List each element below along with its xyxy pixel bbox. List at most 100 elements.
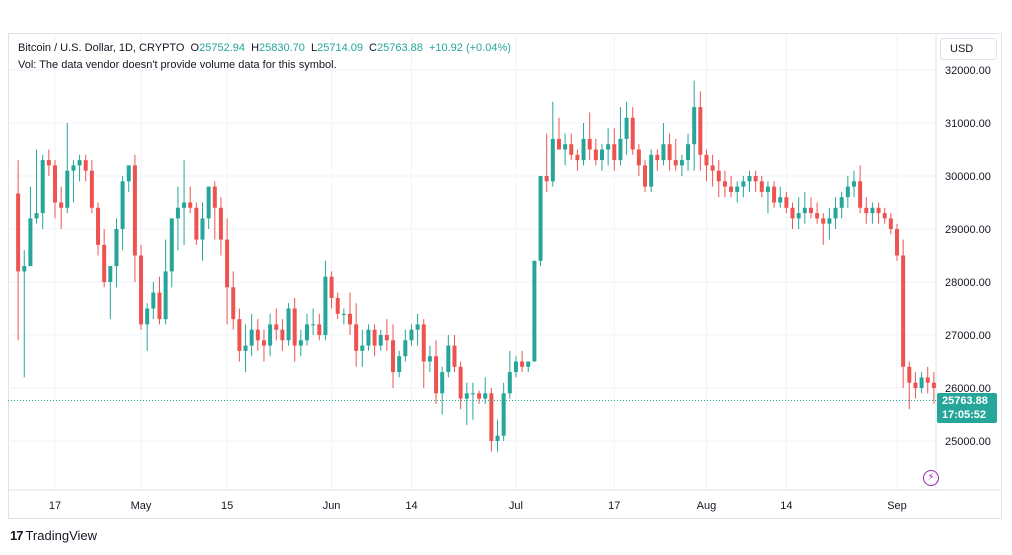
candle-body xyxy=(636,149,641,166)
lightning-icon[interactable]: ⚡ xyxy=(923,470,939,486)
candle-body xyxy=(802,207,807,214)
tradingview-brand[interactable]: 17 TradingView xyxy=(10,528,97,543)
candle-body xyxy=(827,218,832,224)
candle-body xyxy=(667,144,672,161)
candle xyxy=(895,223,899,261)
candle xyxy=(335,292,340,320)
candle xyxy=(772,181,777,208)
candle-body xyxy=(925,377,930,383)
candle xyxy=(71,160,76,203)
candle xyxy=(397,350,402,378)
candle-body xyxy=(649,154,654,187)
candle-body xyxy=(77,160,82,166)
candle xyxy=(679,154,684,176)
candle xyxy=(372,324,377,357)
low-value: 25714.09 xyxy=(317,42,363,54)
candle xyxy=(261,329,266,362)
candle xyxy=(925,366,930,394)
candle xyxy=(427,345,432,373)
candle xyxy=(864,197,869,224)
candle xyxy=(587,112,592,161)
symbol-title[interactable]: Bitcoin / U.S. Dollar, 1D, CRYPTO xyxy=(18,42,185,54)
candle-body xyxy=(329,276,334,298)
candle xyxy=(538,176,543,267)
tradingview-logo-icon: 17 xyxy=(10,528,24,543)
candle-body xyxy=(919,377,924,388)
candle xyxy=(139,244,144,330)
candle-body xyxy=(544,176,549,182)
candle xyxy=(243,324,248,373)
candle xyxy=(102,229,107,288)
price-tick-label: 32000.00 xyxy=(945,65,991,77)
candle xyxy=(194,202,199,245)
candle-body xyxy=(913,382,918,388)
currency-button[interactable]: USD xyxy=(940,38,997,60)
candle xyxy=(931,372,936,404)
candle xyxy=(274,308,279,341)
candle-body xyxy=(716,170,721,182)
candle-body xyxy=(231,287,236,320)
candle-body xyxy=(845,186,850,198)
candle xyxy=(200,202,205,261)
candle-body xyxy=(882,213,887,219)
candle-body xyxy=(599,149,604,161)
candle-body xyxy=(427,356,432,362)
candle xyxy=(348,292,353,335)
candle xyxy=(599,144,604,171)
candle xyxy=(59,186,64,229)
candle xyxy=(851,170,856,198)
candle-body xyxy=(821,218,826,224)
candle-body xyxy=(698,107,703,155)
candle-body xyxy=(360,345,365,351)
candle-body xyxy=(563,144,568,150)
candle xyxy=(304,313,309,346)
candle-body xyxy=(237,319,242,351)
candle xyxy=(919,372,924,394)
candle-body xyxy=(612,144,617,161)
candle xyxy=(225,218,230,325)
high-label: H xyxy=(251,42,260,54)
candle xyxy=(96,202,101,256)
candle xyxy=(520,350,525,373)
candle xyxy=(446,335,451,378)
close-label: C xyxy=(369,42,377,54)
candle xyxy=(759,176,764,198)
candle xyxy=(108,266,113,320)
candle xyxy=(157,276,162,325)
candle-body xyxy=(833,207,838,219)
candle xyxy=(403,329,408,362)
candle-body xyxy=(550,138,555,182)
candle xyxy=(483,377,488,404)
candle xyxy=(298,329,303,357)
candle xyxy=(34,149,39,224)
time-tick-label: 17 xyxy=(49,500,61,512)
candle-body xyxy=(102,244,107,282)
candle-body xyxy=(194,207,199,240)
candle xyxy=(440,366,445,415)
candle xyxy=(452,335,457,373)
candle-body xyxy=(243,345,248,351)
candle-body xyxy=(790,207,795,219)
candle xyxy=(501,382,506,441)
candle xyxy=(114,218,119,288)
candle-body xyxy=(483,393,488,399)
candle xyxy=(268,313,273,357)
candle xyxy=(661,123,666,166)
candle-body xyxy=(28,218,33,267)
candle-body xyxy=(372,329,377,346)
candle xyxy=(120,176,125,251)
candle xyxy=(667,133,672,171)
time-tick-label: Aug xyxy=(697,500,717,512)
candle-body xyxy=(261,340,266,346)
candle xyxy=(833,197,838,229)
time-tick-label: 14 xyxy=(780,500,792,512)
candle-body xyxy=(132,165,137,256)
candle xyxy=(77,154,82,182)
candle-body xyxy=(575,154,580,161)
candle-body xyxy=(888,218,893,229)
candle-body xyxy=(292,308,297,346)
axes: 25000.00 26000.00 27000.00 28000.00 29000.00… xyxy=(49,65,991,512)
candle xyxy=(839,191,844,219)
candle xyxy=(870,202,875,224)
